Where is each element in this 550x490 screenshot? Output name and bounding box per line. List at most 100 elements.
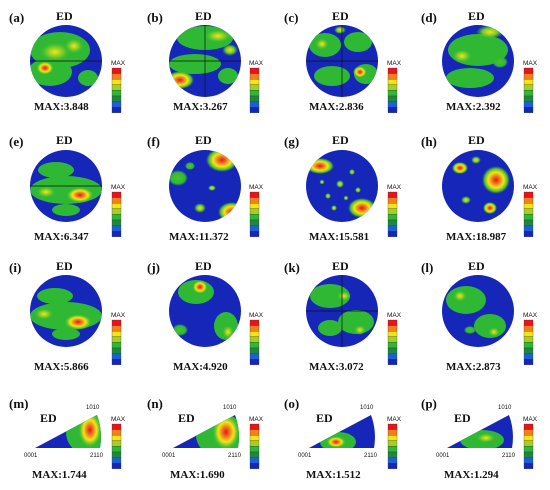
scale-max-label: MAX [387,184,402,191]
scale-step [387,440,398,447]
panel-letter: (f) [147,134,160,149]
scale-step [249,90,260,97]
scale-step [111,336,122,343]
color-scale-bar: MAX [387,60,402,113]
ed-label: ED [332,259,349,273]
scale-step [387,325,398,332]
max-value: MAX:15.581 [309,231,369,243]
scale-max-label: MAX [387,312,402,319]
scale-step [523,463,534,469]
scale-step [387,446,398,453]
scale-step [387,67,398,74]
color-scale-bar: MAX [249,312,264,365]
panel-d: (d) ED MAX:2.392 [421,9,514,113]
scale-step [249,359,260,365]
intensity-map [30,162,102,216]
scale-step [111,446,122,453]
scale-step [523,336,534,343]
ed-label: ED [40,411,57,425]
scale-step [523,325,534,332]
scale-step [111,79,122,85]
ipf-top-label: 1010 [86,405,100,411]
panel-f: (f) ED MAX:11.372 [147,133,241,243]
color-scale-bar: MAX [387,184,402,237]
scale-step [523,214,534,221]
panel-letter: (j) [147,260,160,275]
panel-letter: (c) [284,10,298,25]
intensity-map [30,32,102,86]
color-scales: MAX MAX MAX MAX MAX MAX MAX MAX MAX MAX MAX MAX MAX M… [111,60,538,469]
scale-step [249,342,260,349]
scale-step [387,208,398,215]
scale-step [249,197,260,204]
ipf-right-label: 2110 [364,453,378,459]
ed-label: ED [56,259,73,273]
max-value: MAX:1.512 [306,469,361,481]
scale-max-label: MAX [249,312,264,319]
scale-step [111,423,122,430]
panel-letter: (b) [147,10,163,25]
panel-p: (p) ED 1010 0001 2110 MAX:1.294 [421,396,516,481]
max-value: MAX:2.873 [446,361,501,373]
max-value: MAX:5.866 [34,361,89,373]
panel-letter: (p) [421,396,437,411]
scale-step [387,353,398,360]
ipf-top-label: 1010 [223,405,237,411]
panel-i: (i) ED MAX:5.866 [9,259,102,373]
max-value: MAX:1.690 [170,469,225,481]
ipf-origin-label: 0001 [162,453,176,459]
ed-label: ED [316,411,333,425]
max-value: MAX:11.372 [169,231,229,243]
panel-letter: (e) [9,134,23,149]
panel-b: (b) ED MAX:3.267 [147,9,241,113]
ed-label: ED [56,9,73,23]
scale-step [523,84,534,91]
scale-step [249,429,260,436]
scale-max-label: MAX [249,60,264,67]
color-scale-bar: MAX [111,416,126,469]
intensity-map [169,25,241,97]
scale-step [111,203,122,209]
ipf-right-label: 2110 [228,453,242,459]
scale-step [111,331,122,337]
scale-step [111,208,122,215]
color-scale-bar: MAX [523,416,538,469]
scale-step [249,73,260,80]
intensity-map [452,156,510,214]
scale-step [111,429,122,436]
scale-step [249,440,260,447]
scale-step [523,451,534,458]
scale-step [523,95,534,102]
scale-max-label: MAX [249,416,264,423]
ipf-top-label: 1010 [498,405,512,411]
color-scale-bar: MAX [523,60,538,113]
panel-c: (c) ED MAX:2.836 [284,9,378,113]
intensity-map [320,432,356,448]
scale-step [111,107,122,113]
scale-step [111,325,122,332]
scale-step [111,214,122,221]
ipf-top-label: 1010 [360,405,374,411]
scale-step [387,435,398,441]
panel-n: (n) ED 1010 0001 2110 MAX:1.690 [147,396,242,481]
panel-letter: (d) [421,10,437,25]
scale-step [111,457,122,464]
ed-label: ED [332,133,349,147]
scale-step [111,342,122,349]
color-scale-bar: MAX [523,312,538,365]
ed-label: ED [468,259,485,273]
ed-label: ED [468,9,485,23]
scale-max-label: MAX [111,60,126,67]
color-scale-bar: MAX [387,416,402,469]
scale-step [249,101,260,108]
scale-step [387,457,398,464]
scale-step [111,451,122,458]
scale-step [249,353,260,360]
scale-step [523,359,534,365]
scale-step [387,203,398,209]
panel-a: (a) ED MAX:3.848 [9,9,102,113]
scale-step [111,359,122,365]
scale-step [249,336,260,343]
scale-step [523,435,534,441]
max-value: MAX:2.392 [446,101,501,113]
